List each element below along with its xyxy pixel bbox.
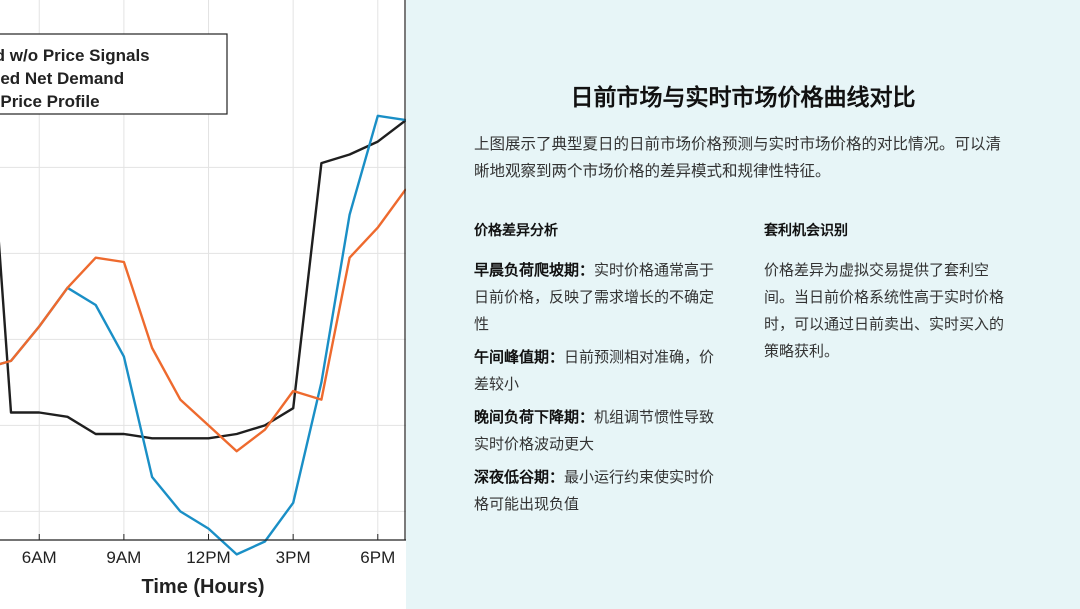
x-tick-label: 9AM — [106, 548, 141, 567]
list-item-text: 最小运行约束使实时价格可能出现负值 — [474, 468, 715, 513]
list-item: 午间峰值期：日前预测相对准确，价差较小 — [474, 344, 724, 398]
line-chart: 6AM 9AM 12PM 3PM 6PM Time (Hours) Demand w/o P… — [0, 0, 406, 598]
list-item-term: 早晨负荷爬坡期： — [474, 261, 595, 279]
series-line-demand-w-o-price-signals — [0, 119, 406, 440]
list-item-term: 深夜低谷期： — [474, 468, 565, 486]
panel-title: 日前市场与实时市场价格曲线对比 — [570, 85, 916, 111]
list-item-text: 日前预测相对准确，价差较小 — [474, 348, 715, 393]
list-item: 晚间负荷下降期：机组调节惯性导致实时价格波动更大 — [474, 404, 724, 458]
list-item-term: 晚间负荷下降期： — [474, 408, 595, 426]
series-line-optimized-net-demand — [0, 114, 406, 556]
list-item-text: 实时价格通常高于日前价格，反映了需求增长的不确定性 — [474, 261, 715, 333]
intro-paragraph: 上图展示了典型夏日的日前市场价格预测与实时市场价格的对比情况。可以清晰地观察到两… — [474, 135, 1002, 180]
price-difference-column: 价格差异分析 早晨负荷爬坡期：实时价格通常高于日前价格，反映了需求增长的不确定性… — [474, 220, 724, 524]
text-panel: 日前市场与实时市场价格曲线对比 上图展示了典型夏日的日前市场价格预测与实时市场价… — [406, 0, 1080, 609]
list-item: 早晨负荷爬坡期：实时价格通常高于日前价格，反映了需求增长的不确定性 — [474, 257, 724, 338]
list-item-term: 午间峰值期： — [474, 348, 565, 366]
legend-label: Energy Price Profile — [0, 92, 100, 111]
price-difference-heading: 价格差异分析 — [474, 223, 558, 239]
series-line-energy-price-profile — [0, 188, 406, 453]
legend-label: Demand w/o Price Signals — [0, 46, 150, 65]
legend-box — [0, 33, 228, 115]
legend-label: Optimized Net Demand — [0, 69, 124, 88]
arbitrage-paragraph: 价格差异为虚拟交易提供了套利空间。当日前价格系统性高于实时价格时，可以通过日前卖… — [764, 261, 1005, 360]
x-tick-label: 3PM — [276, 548, 311, 567]
x-tick-label: 6PM — [360, 548, 395, 567]
arbitrage-column: 套利机会识别 价格差异为虚拟交易提供了套利空间。当日前价格系统性高于实时价格时，… — [764, 220, 1014, 365]
list-item-text: 机组调节惯性导致实时价格波动更大 — [474, 408, 715, 453]
x-tick-label: 6AM — [22, 548, 57, 567]
x-axis-label: Time (Hours) — [142, 576, 265, 598]
x-tick-label: 12PM — [186, 548, 230, 567]
chart-panel: 6AM 9AM 12PM 3PM 6PM Time (Hours) Demand w/o P… — [0, 0, 406, 609]
list-item: 深夜低谷期：最小运行约束使实时价格可能出现负值 — [474, 464, 724, 518]
arbitrage-heading: 套利机会识别 — [764, 223, 848, 239]
